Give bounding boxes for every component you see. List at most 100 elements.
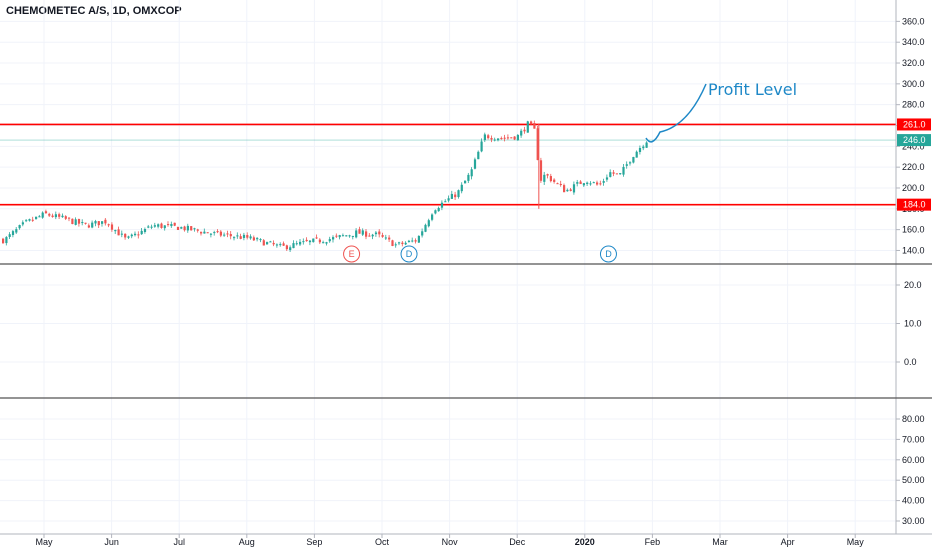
dividend-badge[interactable] <box>599 245 617 263</box>
candle-body <box>533 123 536 129</box>
candle-body <box>97 221 100 226</box>
time-tick-label: Mar <box>712 537 728 547</box>
chart-title: CHEMOMETEC A/S, 1D, OMXCOP <box>6 5 182 17</box>
dividend-badge[interactable] <box>400 245 418 263</box>
dividend-badge-letter: D <box>406 249 413 259</box>
candle-body <box>523 129 526 132</box>
candle-body <box>196 229 199 231</box>
candle-body <box>394 244 397 246</box>
candle-body <box>120 233 123 235</box>
candle-body <box>44 211 48 214</box>
dividend-badge-letter: D <box>605 249 612 259</box>
time-tick-label: Nov <box>442 537 459 547</box>
candle-body <box>110 224 114 230</box>
candle-body <box>407 240 411 242</box>
candle-body <box>569 189 572 191</box>
candle-body <box>229 234 232 237</box>
candle-body <box>556 183 559 185</box>
candle-body <box>124 233 127 238</box>
candle-body <box>543 174 546 182</box>
candle-body <box>440 202 444 208</box>
candle-body <box>48 213 51 216</box>
candle-body <box>599 183 602 185</box>
candle-body <box>312 238 315 242</box>
candle-body <box>414 240 417 242</box>
candle-body <box>325 242 328 244</box>
candle-body <box>71 218 74 225</box>
panel3-tick-label: 30.00 <box>902 516 925 526</box>
candle-body <box>157 224 160 227</box>
candle-body <box>233 237 236 239</box>
panel2-tick-label: 0.0 <box>904 357 917 367</box>
candle-body <box>605 177 609 180</box>
candle-body <box>632 157 635 163</box>
candle-body <box>530 121 533 124</box>
time-tick-label: Dec <box>509 537 526 547</box>
candle-body <box>467 174 470 181</box>
candle-body <box>104 219 107 224</box>
candle-body <box>483 134 486 141</box>
candle-body <box>11 231 15 236</box>
time-tick-label: Aug <box>239 537 255 547</box>
candle-body <box>477 151 480 160</box>
candle-body <box>302 241 305 243</box>
candle-body <box>454 194 457 198</box>
candle-body <box>553 179 556 182</box>
profit-annotation[interactable]: Profit Level <box>645 80 797 143</box>
horizontal-levels[interactable] <box>0 123 896 206</box>
candle-body <box>592 182 595 184</box>
time-tick-label: Feb <box>645 537 661 547</box>
candle-body <box>371 234 374 237</box>
candle-body <box>457 190 460 198</box>
candle-body <box>269 241 272 243</box>
candle-body <box>609 172 612 177</box>
candle-body <box>401 242 404 245</box>
time-axis[interactable]: May Jun Jul Aug Sep Oct Nov Dec 2020 Feb Mar Apr May <box>35 534 864 547</box>
price-tick-label: 300.0 <box>902 79 925 89</box>
candle-body <box>308 240 312 243</box>
candle-body <box>473 159 477 169</box>
earnings-badge[interactable] <box>343 245 361 263</box>
candle-body <box>348 235 351 237</box>
candle-body <box>365 231 368 237</box>
candle-body <box>332 237 335 240</box>
candle-body <box>520 130 523 136</box>
candle-body <box>84 222 87 224</box>
candle-body <box>480 141 483 152</box>
candle-body <box>421 231 424 236</box>
candle-body <box>526 121 529 133</box>
candle-body <box>546 174 549 176</box>
candle-body <box>226 233 229 235</box>
candle-body <box>127 236 130 238</box>
price-axis[interactable]: 360.0340.0320.0300.0280.0260.0240.0220.0… <box>896 16 925 526</box>
candle-body <box>447 198 450 201</box>
level-tag <box>897 118 931 131</box>
candle-body <box>642 146 645 149</box>
panel2-tick-label: 20.0 <box>904 280 922 290</box>
candle-body <box>536 128 539 161</box>
price-tick-label: 160.0 <box>902 225 925 235</box>
candle-body <box>252 237 255 241</box>
candle-body <box>289 247 292 251</box>
candle-body <box>193 228 196 230</box>
candle-body <box>431 214 434 220</box>
candle-body <box>61 215 64 218</box>
candle-body <box>345 235 348 237</box>
candle-body <box>213 232 216 234</box>
candle-body <box>206 232 209 234</box>
candle-body <box>68 217 71 219</box>
candle-body <box>602 181 605 183</box>
candle-body <box>203 231 206 234</box>
candle-body <box>74 219 77 225</box>
candle-body <box>582 183 585 186</box>
candle-body <box>506 137 510 139</box>
time-tick-label: Sep <box>306 537 322 547</box>
candle-body <box>2 238 5 244</box>
earnings-badge-letter: E <box>349 249 355 259</box>
current-price-label: 246.0 <box>903 135 926 145</box>
price-tick-label: 280.0 <box>902 100 925 110</box>
candle-body <box>41 212 44 218</box>
candle-body <box>444 201 447 203</box>
